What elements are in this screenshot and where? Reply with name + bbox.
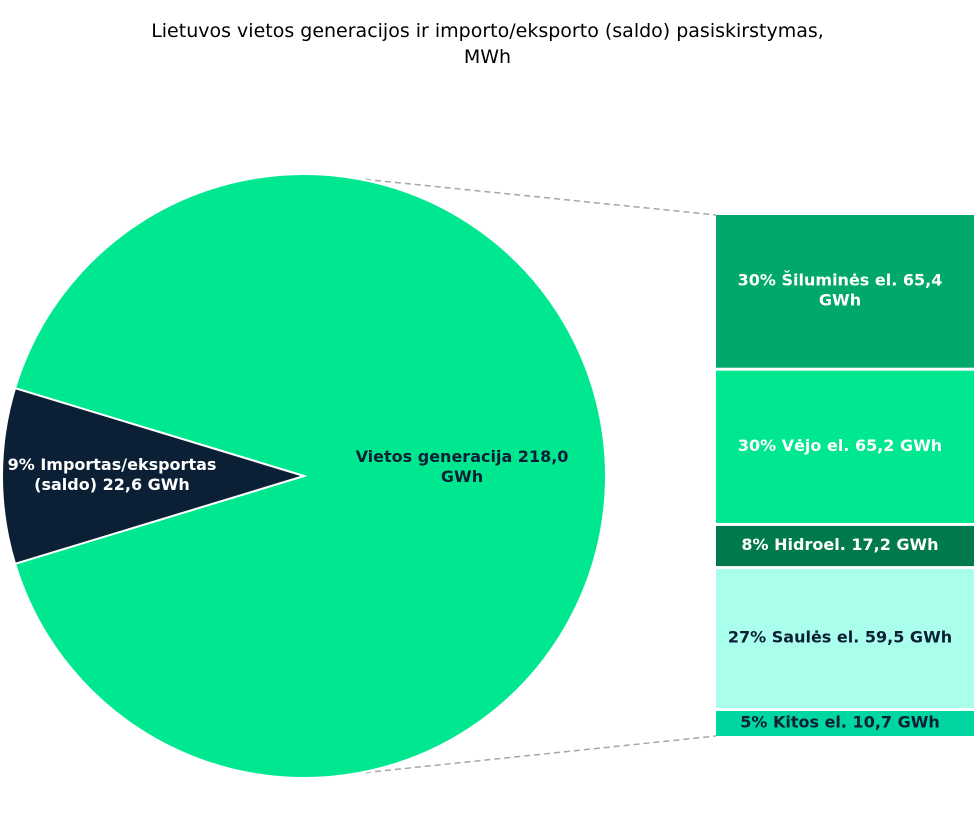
bar-label-1: 30% Šiluminės el. 65,4 GWh: [738, 270, 943, 309]
chart-title: Lietuvos vietos generacijos ir importo/e…: [0, 18, 975, 70]
connector-line-top: [355, 177, 717, 216]
bar-label-1-line-2: GWh: [819, 290, 861, 309]
bar-segment-3: [716, 525, 974, 567]
connector-line-bottom: [355, 735, 717, 775]
pie-label-importas-line-1: 9% Importas/eksportas: [8, 455, 217, 474]
bar-label-4: 27% Saulės el. 59,5 GWh: [728, 628, 952, 647]
bar-label-1-line-1: 30% Šiluminės el. 65,4: [738, 270, 943, 289]
bar-segment-5: [716, 711, 974, 736]
bar-segment-1: [716, 215, 974, 368]
pie-slice-vietos-generacija: [13, 173, 607, 779]
chart-title-line-1: Lietuvos vietos generacijos ir importo/e…: [151, 20, 824, 42]
bar-segment-4: [716, 569, 974, 709]
chart-title-line-2: MWh: [463, 46, 512, 68]
bar-label-2-line-1: 30% Vėjo el. 65,2 GWh: [738, 436, 942, 455]
pie-slice-importas: [1, 386, 308, 566]
pie-label-importas-line-2: (saldo) 22,6 GWh: [34, 475, 190, 494]
bar-label-4-line-1: 27% Saulės el. 59,5 GWh: [728, 628, 952, 647]
bar-label-2: 30% Vėjo el. 65,2 GWh: [738, 436, 942, 455]
bar-segment-2: [716, 370, 974, 523]
pie-label-importas: 9% Importas/eksportas (saldo) 22,6 GWh: [8, 455, 217, 494]
pie-label-vietos-generacija-line-2: GWh: [441, 467, 483, 486]
bar-label-5: 5% Kitos el. 10,7 GWh: [740, 713, 940, 732]
pie-label-vietos-generacija: Vietos generacija 218,0 GWh: [356, 447, 569, 486]
bar-label-5-line-1: 5% Kitos el. 10,7 GWh: [740, 713, 940, 732]
bar-label-3: 8% Hidroel. 17,2 GWh: [741, 535, 938, 554]
bar-label-3-line-1: 8% Hidroel. 17,2 GWh: [741, 535, 938, 554]
pie-label-vietos-generacija-line-1: Vietos generacija 218,0: [356, 447, 569, 466]
